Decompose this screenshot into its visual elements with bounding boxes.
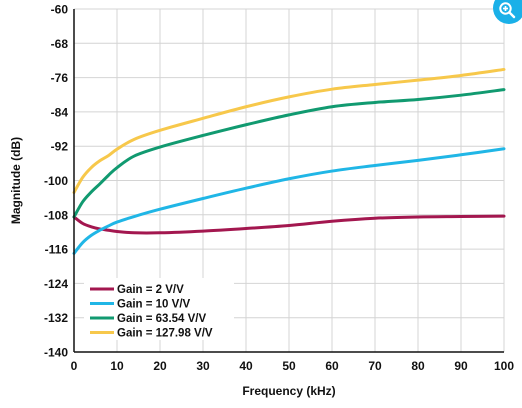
- series-line-1: [72, 214, 506, 235]
- legend-label: Gain = 127.98 V/V: [117, 328, 213, 340]
- zoom-button[interactable]: [493, 0, 522, 24]
- x-tick-label: 40: [239, 359, 253, 373]
- x-tick-label: 50: [282, 359, 296, 373]
- y-tick-label: -76: [51, 71, 69, 85]
- series-line-2: [72, 147, 506, 255]
- y-tick-label: -60: [51, 3, 69, 17]
- y-tick-label: -84: [51, 105, 69, 119]
- y-axis-label: Magnitude (dB): [9, 137, 23, 224]
- x-tick-label: 10: [110, 359, 124, 373]
- x-tick-label: 60: [325, 359, 339, 373]
- x-tick-label: 100: [494, 359, 514, 373]
- y-tick-label: -100: [44, 174, 68, 188]
- x-tick-label: 0: [71, 359, 78, 373]
- y-tick-label: -124: [44, 277, 68, 291]
- y-tick-label: -140: [44, 346, 68, 360]
- y-tick-label: -132: [44, 311, 68, 325]
- series-line-4: [72, 67, 506, 194]
- x-tick-label: 80: [411, 359, 425, 373]
- y-tick-label: -108: [44, 208, 68, 222]
- legend-label: Gain = 63.54 V/V: [117, 313, 207, 325]
- x-tick-label: 20: [153, 359, 167, 373]
- legend-label: Gain = 10 V/V: [117, 299, 191, 311]
- y-tick-label: -92: [51, 140, 69, 154]
- legend: Gain = 2 V/V Gain = 10 V/V Gain = 63.54 V/…: [84, 278, 234, 340]
- y-tick-label: -116: [45, 243, 69, 257]
- x-tick-label: 70: [368, 359, 382, 373]
- legend-label: Gain = 2 V/V: [117, 284, 184, 296]
- x-axis-label: Frequency (kHz): [242, 384, 335, 398]
- zoom-in-icon: [499, 2, 516, 19]
- series-group: [72, 67, 506, 255]
- tick-labels: 0 10 20 30 40 50 60 70 80 90 100 -60 -68 -76 -84 -92 -10…: [44, 3, 514, 374]
- y-tick-label: -68: [51, 37, 69, 51]
- x-tick-label: 90: [454, 359, 468, 373]
- x-tick-label: 30: [196, 359, 210, 373]
- axes: [73, 9, 504, 353]
- series-line-3: [72, 88, 506, 219]
